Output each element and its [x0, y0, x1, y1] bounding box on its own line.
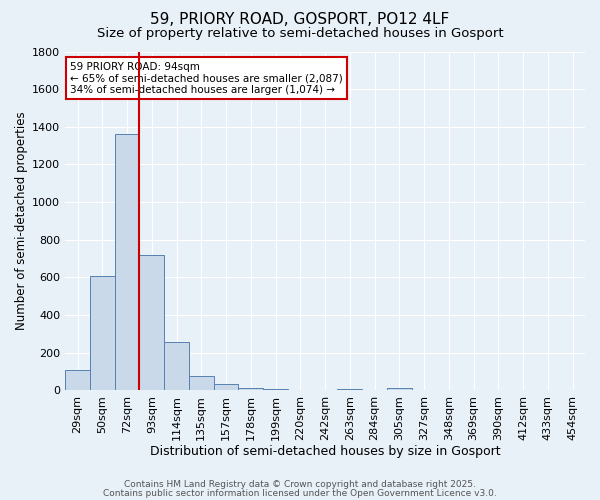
- Text: Size of property relative to semi-detached houses in Gosport: Size of property relative to semi-detach…: [97, 28, 503, 40]
- Bar: [164, 342, 189, 390]
- Text: 59 PRIORY ROAD: 94sqm
← 65% of semi-detached houses are smaller (2,087)
34% of s: 59 PRIORY ROAD: 94sqm ← 65% of semi-deta…: [70, 62, 343, 95]
- Bar: [238, 388, 263, 390]
- X-axis label: Distribution of semi-detached houses by size in Gosport: Distribution of semi-detached houses by …: [150, 444, 500, 458]
- Text: Contains HM Land Registry data © Crown copyright and database right 2025.: Contains HM Land Registry data © Crown c…: [124, 480, 476, 489]
- Bar: [214, 384, 238, 390]
- Text: 59, PRIORY ROAD, GOSPORT, PO12 4LF: 59, PRIORY ROAD, GOSPORT, PO12 4LF: [151, 12, 449, 28]
- Bar: [65, 370, 90, 390]
- Bar: [189, 376, 214, 390]
- Y-axis label: Number of semi-detached properties: Number of semi-detached properties: [15, 112, 28, 330]
- Bar: [139, 255, 164, 390]
- Bar: [90, 276, 115, 390]
- Bar: [387, 388, 412, 390]
- Text: Contains public sector information licensed under the Open Government Licence v3: Contains public sector information licen…: [103, 488, 497, 498]
- Bar: [115, 134, 139, 390]
